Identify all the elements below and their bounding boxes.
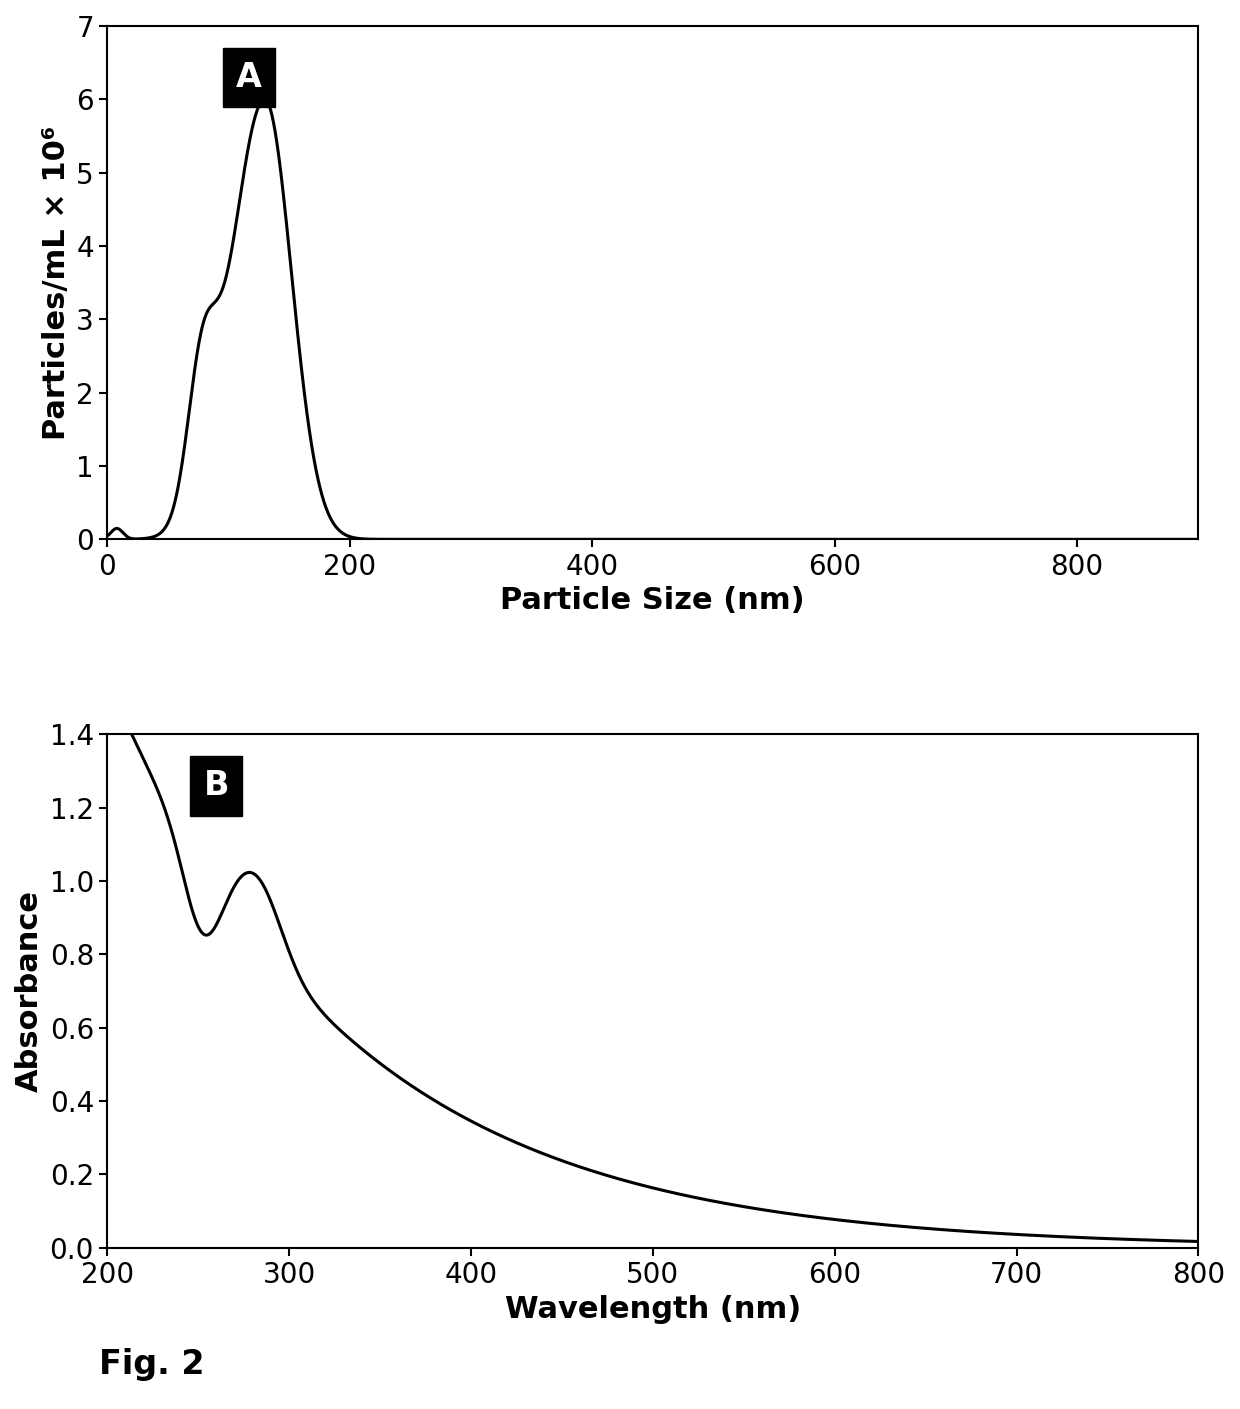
Text: Fig. 2: Fig. 2	[99, 1348, 205, 1381]
X-axis label: Particle Size (nm): Particle Size (nm)	[501, 586, 805, 616]
Text: B: B	[203, 769, 229, 802]
Text: A: A	[236, 61, 262, 94]
Y-axis label: Absorbance: Absorbance	[15, 890, 43, 1092]
X-axis label: Wavelength (nm): Wavelength (nm)	[505, 1295, 801, 1323]
Y-axis label: Particles/mL × 10⁶: Particles/mL × 10⁶	[42, 125, 71, 440]
